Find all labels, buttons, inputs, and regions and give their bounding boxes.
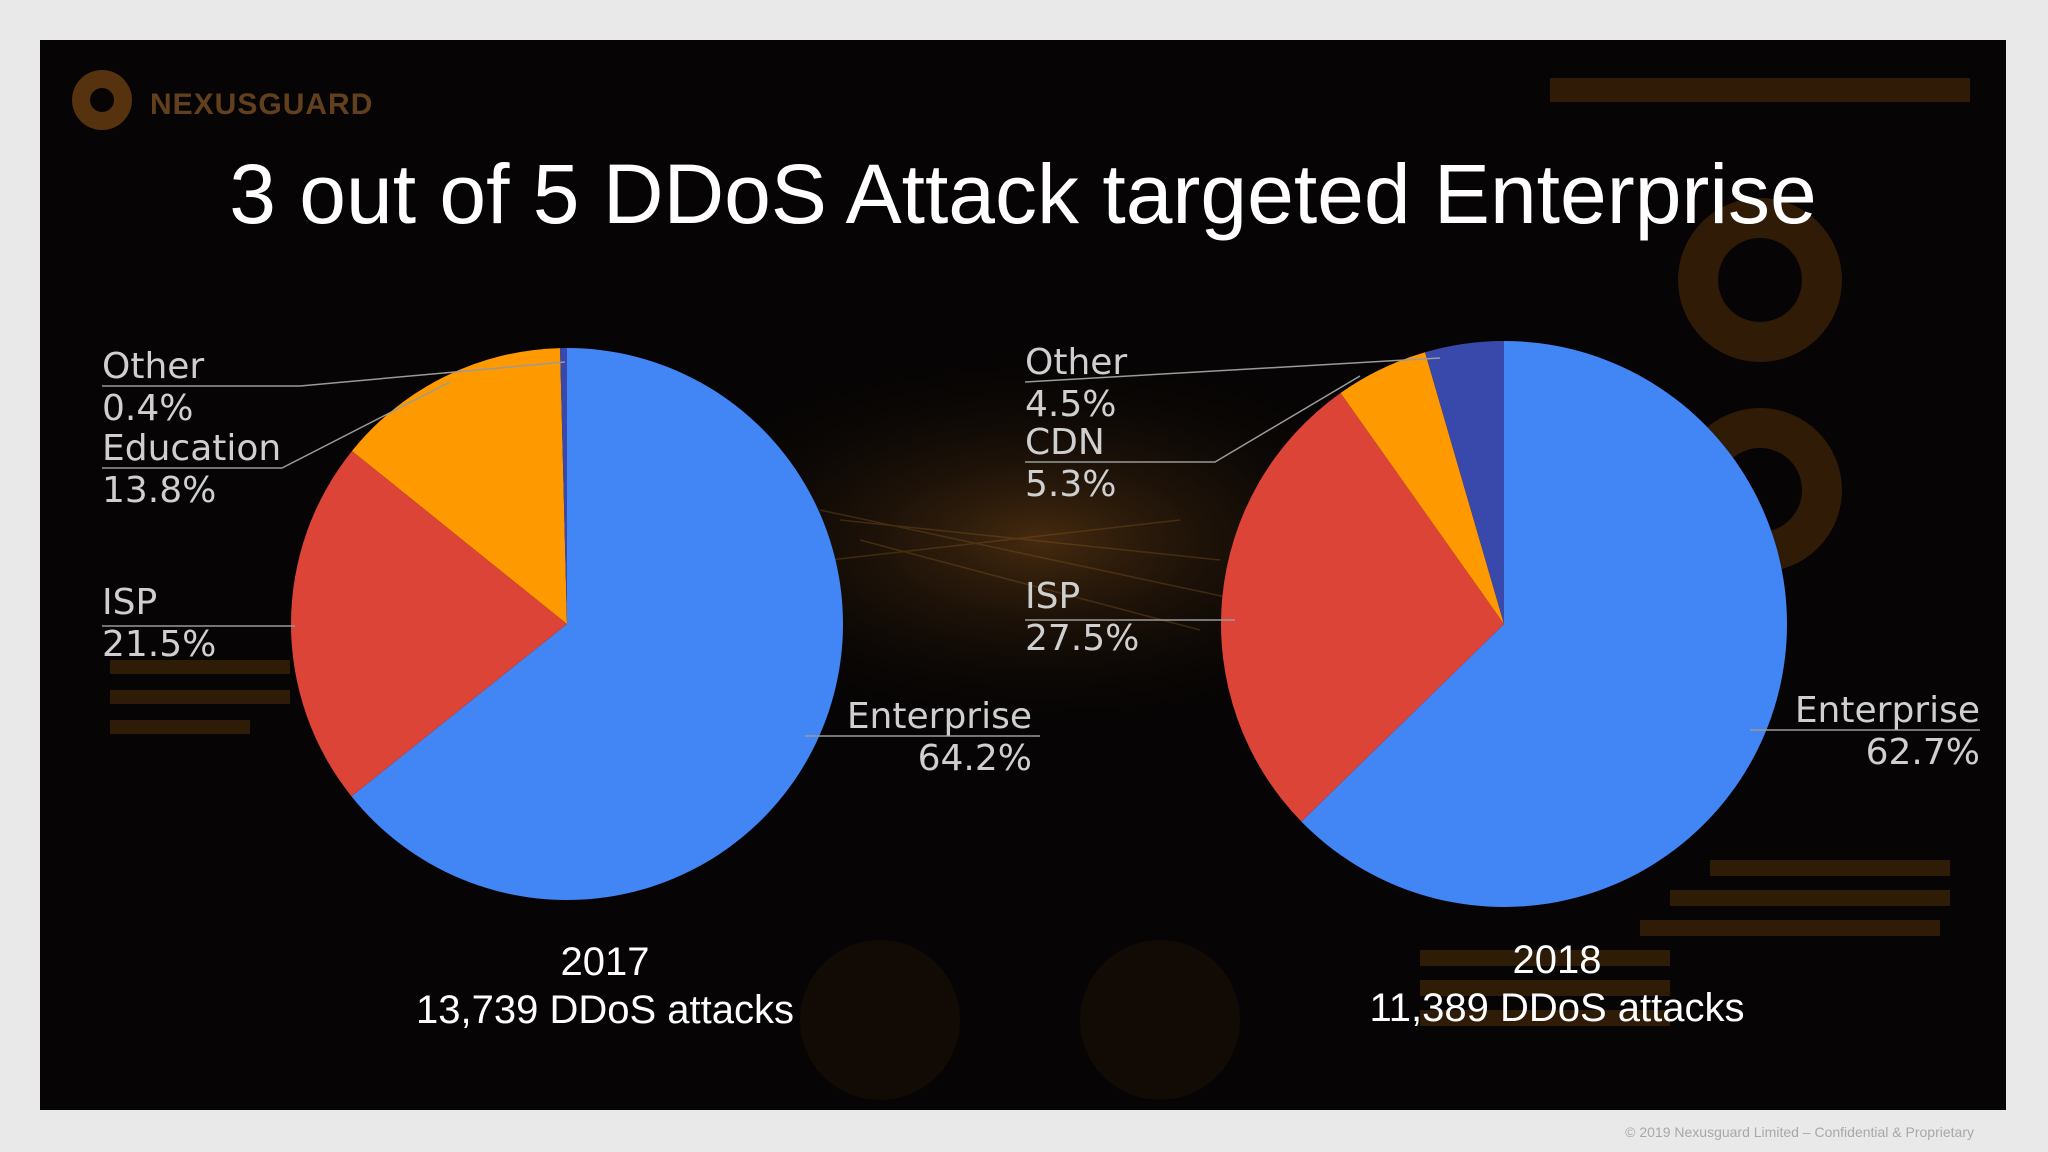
- pie-chart-2018: [1221, 340, 1788, 908]
- label-2017-education-name: Education: [102, 428, 281, 469]
- label-2017-other-value: 0.4%: [102, 388, 193, 429]
- label-2018-other-value: 4.5%: [1025, 384, 1116, 425]
- label-2018-cdn-value: 5.3%: [1025, 464, 1116, 505]
- label-2017-enterprise-value: 64.2%: [918, 738, 1032, 779]
- label-2018-isp-name: ISP: [1025, 576, 1080, 617]
- caption-2017-year: 2017: [560, 940, 650, 984]
- pie-charts: Other 0.4% Education 13.8% ISP 21.5% Ent…: [102, 340, 1980, 908]
- label-2018-cdn-name: CDN: [1025, 422, 1105, 463]
- pie-2018-labels: Other 4.5% CDN 5.3% ISP 27.5% Enterprise…: [1024, 342, 1980, 773]
- caption-2017-count: 13,739 DDoS attacks: [416, 988, 794, 1032]
- pie-chart-2017: [291, 348, 844, 901]
- label-2017-isp-name: ISP: [102, 582, 157, 623]
- pie-2018-slice-cdn: [1340, 352, 1504, 624]
- label-2017-enterprise-name: Enterprise: [847, 696, 1032, 737]
- slide: NEXUSGUARD 3 out of 5 DDoS Attack target…: [40, 40, 2006, 1110]
- label-2017-isp-value: 21.5%: [102, 624, 216, 665]
- label-2018-isp-value: 27.5%: [1025, 618, 1139, 659]
- pie-2017-labels: Other 0.4% Education 13.8% ISP 21.5% Ent…: [102, 346, 1040, 779]
- brand-logo-text: NEXUSGUARD: [150, 88, 374, 121]
- caption-2018-count: 11,389 DDoS attacks: [1369, 986, 1745, 1030]
- label-2017-education-value: 13.8%: [102, 470, 216, 511]
- label-2018-other-name: Other: [1025, 342, 1127, 383]
- caption-2018: 2018 11,389 DDoS attacks: [1292, 936, 1822, 1032]
- label-2018-enterprise-name: Enterprise: [1795, 690, 1980, 731]
- page-title: 3 out of 5 DDoS Attack targeted Enterpri…: [229, 147, 1817, 241]
- pie-2017-slice-isp: [291, 450, 567, 797]
- pie-2018-slice-other: [1425, 341, 1504, 624]
- pie-2017-slice-other: [560, 348, 567, 624]
- pie-2018-slice-enterprise: [1301, 340, 1788, 908]
- caption-2018-year: 2018: [1512, 938, 1602, 982]
- label-2018-enterprise-value: 62.7%: [1866, 732, 1980, 773]
- pie-2017-slice-education: [351, 348, 567, 624]
- footer-copyright: © 2019 Nexusguard Limited – Confidential…: [1625, 1124, 1974, 1140]
- label-2017-other-name: Other: [102, 346, 204, 387]
- pie-2018-slice-isp: [1221, 392, 1504, 822]
- caption-2017: 2017 13,739 DDoS attacks: [340, 938, 870, 1034]
- pie-2017-slice-enterprise: [351, 348, 844, 901]
